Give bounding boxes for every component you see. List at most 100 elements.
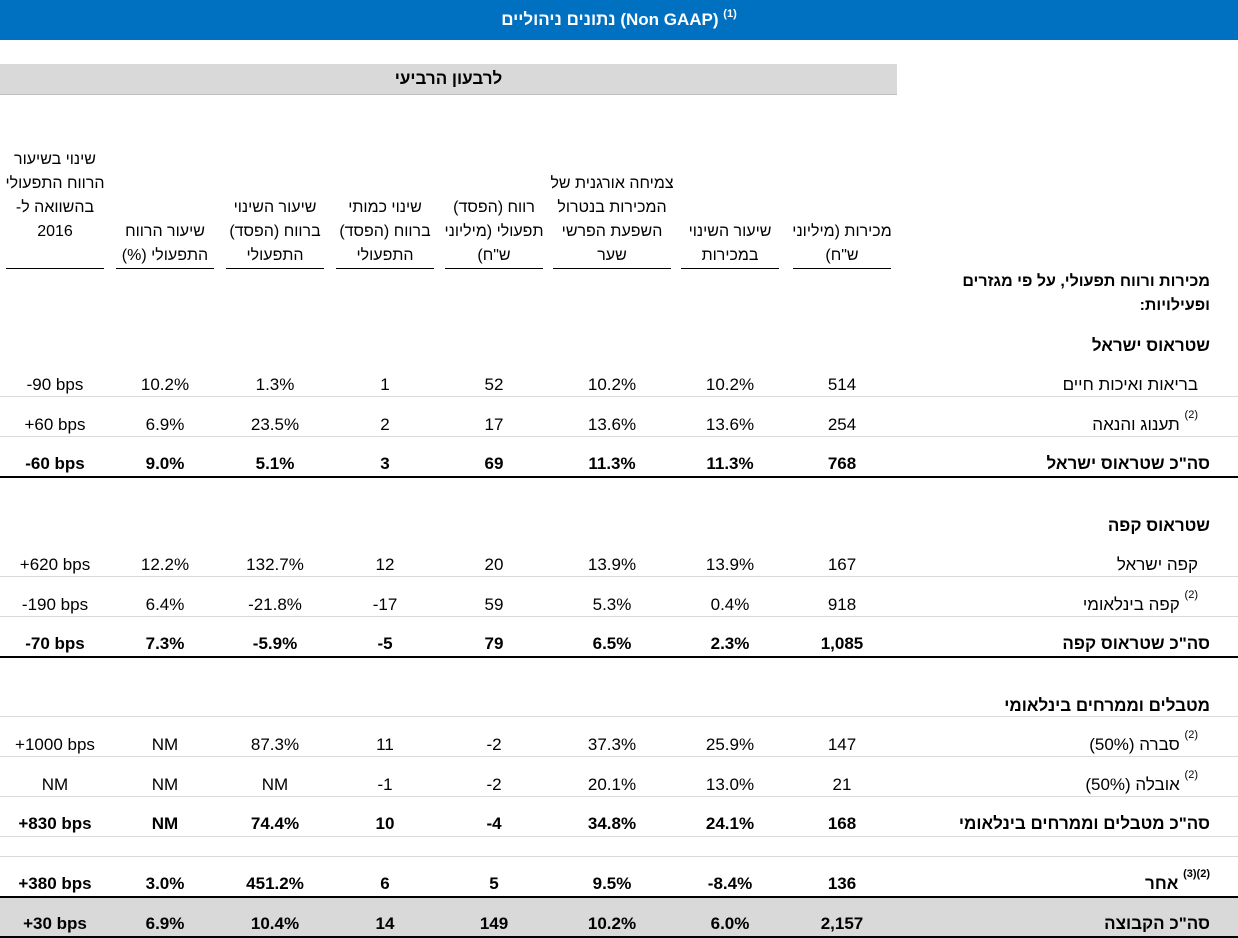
row-label: בריאות ואיכות חיים — [1063, 375, 1198, 395]
table-cell: NM — [261, 775, 289, 794]
table-cell: 10.2% — [587, 375, 637, 394]
header-underline — [793, 268, 891, 269]
row-footnote: (2) — [1184, 409, 1198, 421]
table-cell: NM — [151, 735, 179, 754]
table-cell: 87.3% — [250, 735, 300, 754]
table-cell: 10.4% — [250, 914, 300, 933]
total-rule — [0, 896, 1238, 898]
period-header: לרבעון הרביעי — [0, 64, 897, 95]
row-footnote: (2) — [1184, 729, 1198, 741]
table-cell: -2 — [486, 775, 502, 794]
table-cell: -8.4% — [707, 874, 753, 893]
table-cell: 0.4% — [710, 595, 750, 614]
column-header: שיעור הרווח התפעולי (%) — [121, 223, 209, 264]
title-footnote: (1) — [723, 8, 737, 20]
table-cell: +830 bps — [18, 814, 92, 833]
table-cell: 1 — [380, 375, 390, 394]
row-label-text: סה"כ שטראוס ישראל — [1046, 454, 1210, 473]
table-cell: 10.2% — [140, 375, 190, 394]
table-cell: 13.9% — [705, 555, 755, 574]
table-cell: 6.9% — [145, 914, 185, 933]
table-cell: 5 — [489, 874, 499, 893]
section-intro: מכירות ורווח תפעולי, על פי מגזרים ופעילו… — [962, 273, 1210, 314]
table-cell: 20.1% — [587, 775, 637, 794]
row-footnote: (2) — [1184, 589, 1198, 601]
table-cell: 6.5% — [592, 634, 632, 653]
table-cell: 6.4% — [145, 595, 185, 614]
row-label-text: סברה (50%) — [1089, 735, 1180, 754]
report-title-bar: נתונים ניהוליים (Non GAAP) (1) — [0, 0, 1238, 40]
table-cell: 254 — [827, 415, 857, 434]
report-title: נתונים ניהוליים (Non GAAP) — [501, 10, 719, 29]
table-cell: 5.1% — [255, 454, 295, 473]
table-cell: -90 bps — [26, 375, 84, 394]
group-total-band — [0, 898, 1238, 938]
row-label-text: אובלה (50%) — [1085, 775, 1180, 794]
total-rule — [0, 936, 1238, 938]
row-label-text: סה"כ הקבוצה — [1104, 914, 1210, 933]
section-heading-strauss-coffee: שטראוס קפה — [1107, 516, 1210, 535]
row-divider — [0, 796, 1238, 797]
column-header: שינוי כמותי ברווח (הפסד) התפעולי — [339, 199, 431, 264]
table-cell: 5.3% — [592, 595, 632, 614]
row-divider — [0, 716, 1238, 717]
column-header: שיעור השינוי במכירות — [688, 223, 772, 264]
table-cell: 6 — [380, 874, 390, 893]
column-header: שיעור השינוי ברווח (הפסד) התפעולי — [229, 199, 321, 264]
row-label: סה"כ הקבוצה — [1104, 914, 1210, 934]
table-cell: -5 — [377, 634, 393, 653]
table-cell: 69 — [484, 454, 504, 473]
table-cell: 17 — [484, 415, 504, 434]
table-cell: +380 bps — [18, 874, 92, 893]
header-underline — [116, 268, 214, 269]
table-cell: 20 — [484, 555, 504, 574]
table-cell: 79 — [484, 634, 504, 653]
table-cell: 37.3% — [587, 735, 637, 754]
table-cell: -190 bps — [21, 595, 89, 614]
table-cell: +60 bps — [24, 415, 86, 434]
row-divider — [0, 616, 1238, 617]
row-label: קפה ישראל — [1117, 555, 1198, 575]
header-underline — [226, 268, 324, 269]
table-cell: 14 — [375, 914, 395, 933]
table-cell: 2 — [380, 415, 390, 434]
row-label: (2) תענוג והנאה — [1092, 409, 1198, 435]
row-footnote: (2) — [1184, 769, 1198, 781]
header-underline — [445, 268, 543, 269]
table-cell: 74.4% — [250, 814, 300, 833]
table-cell: -1 — [377, 775, 393, 794]
row-label: (2)(3) אחר — [1145, 868, 1210, 894]
table-cell: 10 — [375, 814, 395, 833]
table-cell: 1.3% — [255, 375, 295, 394]
table-cell: 7.3% — [145, 634, 185, 653]
table-cell: -4 — [486, 814, 502, 833]
table-cell: 25.9% — [705, 735, 755, 754]
table-cell: 768 — [827, 454, 857, 473]
table-cell: 2.3% — [710, 634, 750, 653]
row-divider — [0, 836, 1238, 837]
table-cell: +620 bps — [19, 555, 91, 574]
table-cell: 11 — [376, 735, 394, 754]
row-label-text: סה"כ שטראוס קפה — [1062, 634, 1210, 653]
total-rule — [0, 656, 1238, 658]
table-cell: -70 bps — [25, 634, 85, 653]
row-divider — [0, 756, 1238, 757]
table-cell: 13.6% — [587, 415, 637, 434]
row-label-text: אחר — [1145, 874, 1179, 893]
table-cell: 13.0% — [705, 775, 755, 794]
row-label: סה"כ שטראוס ישראל — [1047, 454, 1210, 474]
table-cell: 12 — [375, 555, 395, 574]
row-label-text: בריאות ואיכות חיים — [1062, 375, 1198, 394]
table-cell: 34.8% — [587, 814, 637, 833]
row-label: סה"כ מטבלים וממרחים בינלאומי — [959, 814, 1210, 834]
table-cell: -60 bps — [25, 454, 85, 473]
table-cell: 59 — [484, 595, 504, 614]
row-label: סה"כ שטראוס קפה — [1062, 634, 1210, 654]
column-header: רווח (הפסד) תפעולי (מיליוני ש"ח) — [444, 199, 544, 264]
table-cell: 9.5% — [592, 874, 632, 893]
table-cell: -17 — [372, 595, 398, 614]
section-heading-strauss-israel: שטראוס ישראל — [1091, 336, 1210, 355]
table-cell: 10.2% — [587, 914, 637, 933]
table-cell: 136 — [827, 874, 857, 893]
table-cell: +1000 bps — [15, 735, 95, 754]
